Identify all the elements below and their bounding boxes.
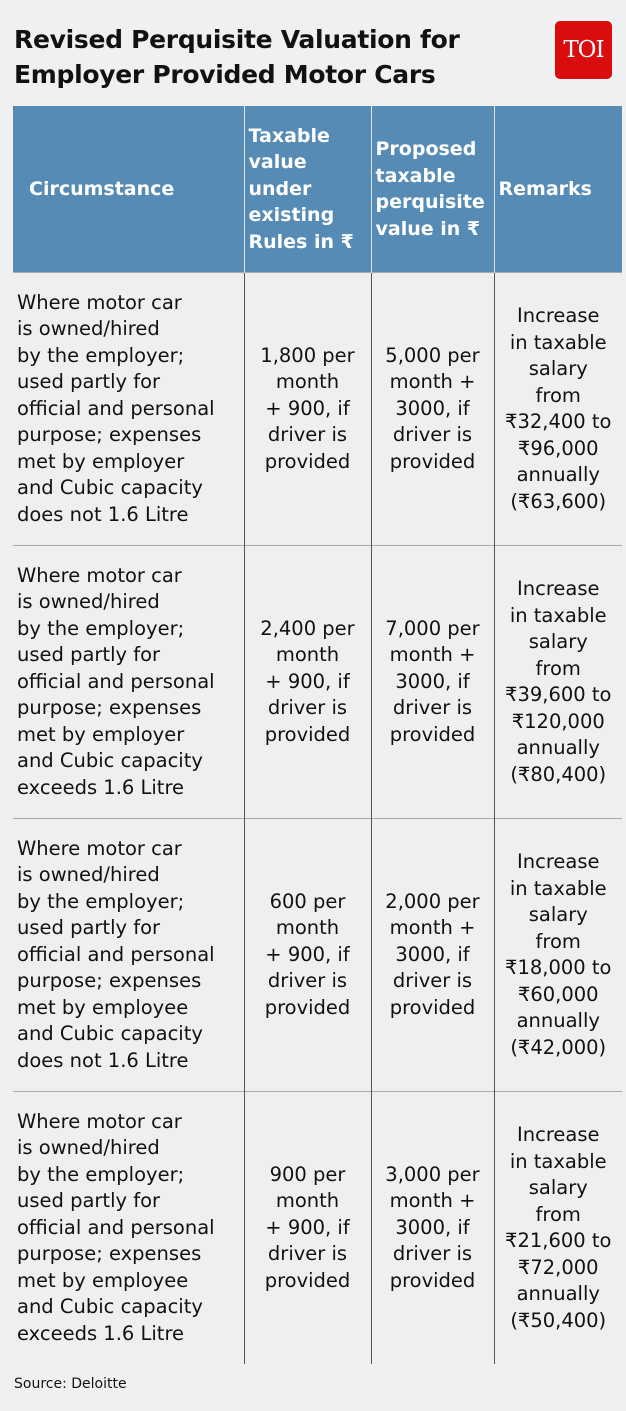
- title-line-1: Revised Perquisite Valuation for: [14, 25, 460, 54]
- remarks-cell: Increase in taxable salary from ₹39,600 …: [493, 545, 622, 819]
- existing-value-cell: 1,800 per month + 900, if driver is prov…: [243, 272, 371, 546]
- remarks-cell: Increase in taxable salary from ₹21,600 …: [493, 1091, 622, 1364]
- existing-value-cell: 900 per month + 900, if driver is provid…: [243, 1091, 371, 1364]
- header-proposed-value: Proposed taxable perquisite value in ₹: [370, 106, 494, 273]
- circumstance-cell: Where motor car is owned/hired by the em…: [13, 1091, 244, 1364]
- table-row: Where motor car is owned/hired by the em…: [13, 272, 622, 546]
- existing-value-cell: 2,400 per month + 900, if driver is prov…: [243, 545, 371, 819]
- toi-logo: TOI: [555, 21, 612, 79]
- circumstance-cell: Where motor car is owned/hired by the em…: [13, 818, 244, 1092]
- proposed-value-cell: 3,000 per month + 3000, if driver is pro…: [370, 1091, 494, 1364]
- existing-value-cell: 600 per month + 900, if driver is provid…: [243, 818, 371, 1092]
- header-circumstance: Circumstance: [13, 106, 244, 273]
- table-row: Where motor car is owned/hired by the em…: [13, 545, 622, 819]
- circumstance-cell: Where motor car is owned/hired by the em…: [13, 272, 244, 546]
- circumstance-cell: Where motor car is owned/hired by the em…: [13, 545, 244, 819]
- table-row: Where motor car is owned/hired by the em…: [13, 818, 622, 1092]
- remarks-cell: Increase in taxable salary from ₹18,000 …: [493, 818, 622, 1092]
- proposed-value-cell: 2,000 per month + 3000, if driver is pro…: [370, 818, 494, 1092]
- header-row: Circumstance Taxable value under existin…: [13, 106, 622, 273]
- title-line-2: Employer Provided Motor Cars: [14, 60, 436, 89]
- page-title: Revised Perquisite Valuation for Employe…: [14, 22, 460, 92]
- table-row: Where motor car is owned/hired by the em…: [13, 1091, 622, 1364]
- source-note: Source: Deloitte: [14, 1376, 127, 1392]
- header-existing-value: Taxable value under existing Rules in ₹: [243, 106, 371, 273]
- header-remarks: Remarks: [493, 106, 622, 273]
- proposed-value-cell: 5,000 per month + 3000, if driver is pro…: [370, 272, 494, 546]
- remarks-cell: Increase in taxable salary from ₹32,400 …: [493, 272, 622, 546]
- perquisite-table: Circumstance Taxable value under existin…: [13, 106, 622, 1364]
- proposed-value-cell: 7,000 per month + 3000, if driver is pro…: [370, 545, 494, 819]
